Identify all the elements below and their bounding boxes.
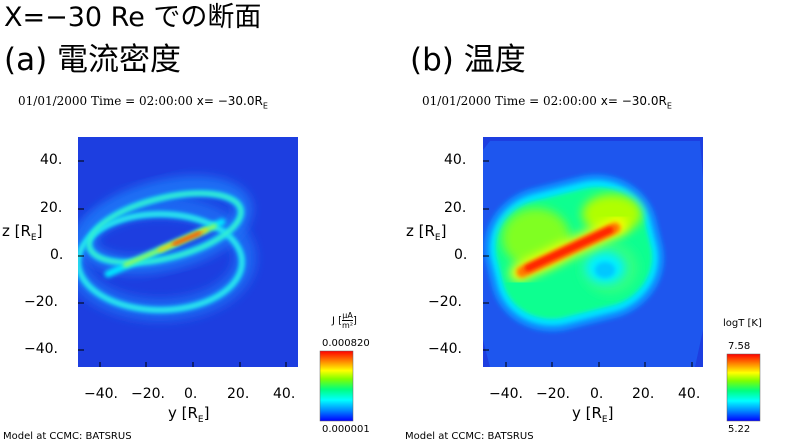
panel-a-xlabel: y [RE] bbox=[168, 404, 210, 425]
panel-a-xtick: 0. bbox=[184, 386, 198, 402]
panel-a-time: Time = 02:00:00 bbox=[91, 94, 193, 108]
panel-b-footer: Model at CCMC: BATSRUS bbox=[405, 431, 534, 442]
panel-b-colorbar-max: 7.58 bbox=[728, 341, 751, 352]
panel-b-ylabel: z [RE] bbox=[406, 222, 447, 243]
panel-b-ytick: 0. bbox=[454, 247, 468, 263]
panel-a-date: 01/01/2000 bbox=[18, 94, 88, 108]
panel-a-xtick: 40. bbox=[273, 386, 296, 402]
page-title: X=−30 Re での断面 bbox=[4, 2, 262, 33]
panel-b-ticks bbox=[483, 160, 693, 367]
panel-b-xtick: −40. bbox=[489, 386, 523, 402]
panel-b-date: 01/01/2000 bbox=[422, 94, 492, 108]
panel-b-xtick: −20. bbox=[536, 386, 570, 402]
panel-a-colorbar bbox=[319, 350, 354, 422]
panel-a-footer: Model at CCMC: BATSRUS bbox=[3, 431, 132, 442]
panel-a-colorbar-min: 0.000001 bbox=[322, 424, 370, 435]
panel-a-ytick: −40. bbox=[24, 341, 58, 357]
panel-a-ylabel: z [RE] bbox=[2, 222, 43, 243]
panel-a-colorbar-max: 0.000820 bbox=[322, 338, 370, 349]
panel-a-ytick: 20. bbox=[40, 200, 63, 216]
panel-a-ytick: −20. bbox=[24, 294, 58, 310]
panel-b-xtick: 20. bbox=[632, 386, 655, 402]
panel-a-ticks bbox=[78, 160, 287, 367]
panel-b-header: 01/01/2000 Time = 02:00:00 x= −30.0RE bbox=[422, 94, 672, 110]
panel-b-xpos: x= −30.0RE bbox=[600, 94, 672, 111]
panel-a-ytick: 0. bbox=[50, 247, 64, 263]
panel-b-xtick: 40. bbox=[678, 386, 701, 402]
panel-a-xtick: −20. bbox=[131, 386, 165, 402]
panel-b-ytick: −20. bbox=[428, 294, 462, 310]
panel-b-colorbar bbox=[726, 353, 761, 422]
panel-b-xtick: 0. bbox=[590, 386, 604, 402]
panel-a-xtick: 20. bbox=[227, 386, 250, 402]
panel-b-ytick: 40. bbox=[444, 152, 467, 168]
panel-a-ytick: 40. bbox=[40, 152, 63, 168]
panel-a-xpos: x= −30.0RE bbox=[196, 94, 268, 111]
panel-a-heading: (a) 電流密度 bbox=[4, 42, 182, 78]
panel-a-colorbar-label: J [μA m²] bbox=[332, 311, 357, 330]
panel-a-header: 01/01/2000 Time = 02:00:00 x= −30.0RE bbox=[18, 94, 268, 110]
panel-b-xlabel: y [RE] bbox=[572, 404, 614, 425]
panel-a-xtick: −40. bbox=[84, 386, 118, 402]
panel-b-heading: (b) 温度 bbox=[410, 42, 526, 78]
panel-b-colorbar-min: 5.22 bbox=[728, 424, 751, 435]
panel-b-colorbar-label: logT [K] bbox=[723, 318, 762, 329]
panel-b-ytick: 20. bbox=[444, 200, 467, 216]
panel-b-time: Time = 02:00:00 bbox=[495, 94, 597, 108]
panel-b-ytick: −40. bbox=[428, 341, 462, 357]
